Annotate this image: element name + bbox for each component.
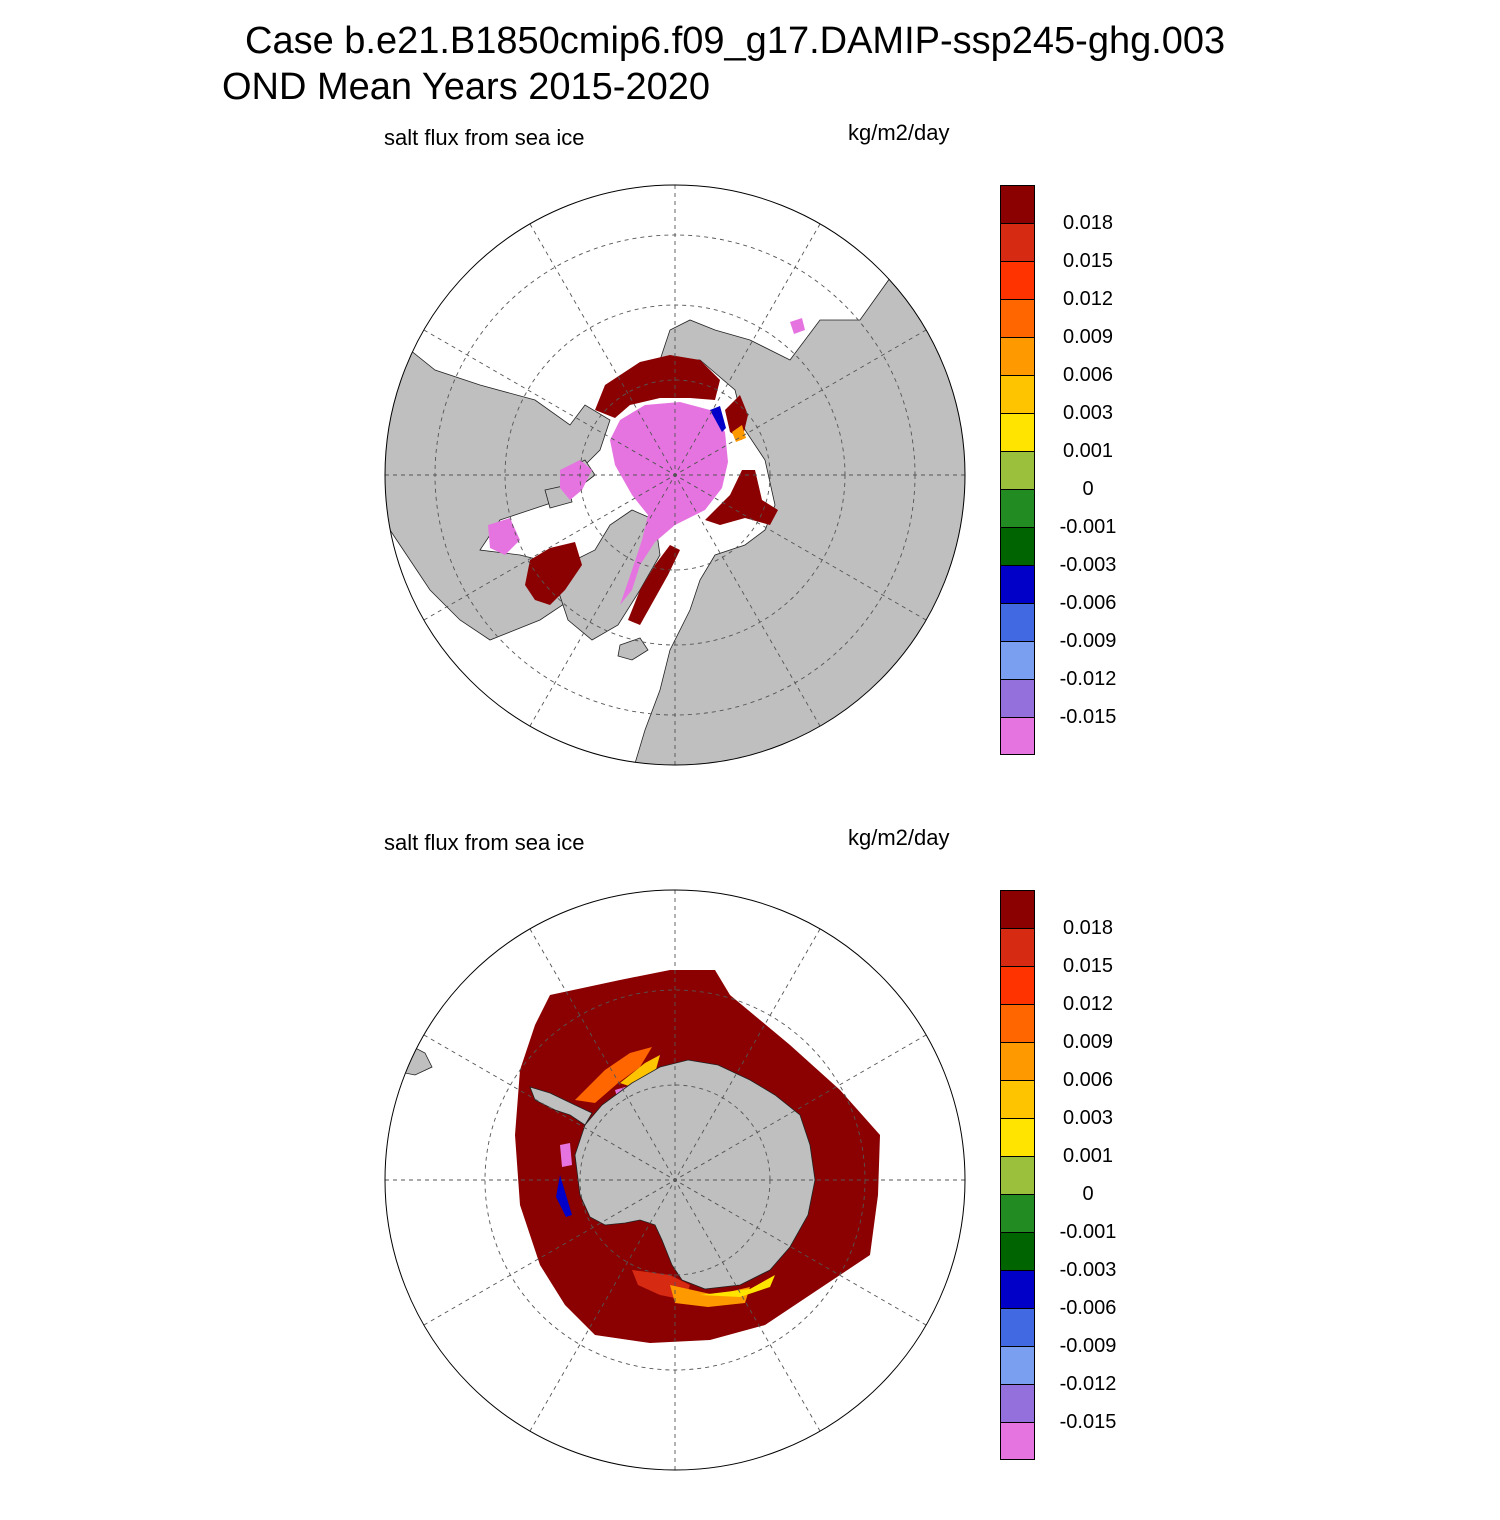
colorbar-tick-label: -0.001 (1059, 1221, 1117, 1243)
colorbar-tick-label: -0.015 (1059, 1411, 1117, 1433)
colorbar-swatch (1000, 717, 1035, 755)
colorbar-south: 0.018 0.015 0.012 0.009 0.006 0.003 0.001 0 -0.0… (1000, 890, 1140, 1462)
colorbar-tick-label: 0.018 (1062, 212, 1114, 234)
colorbar-swatch (1000, 1156, 1035, 1194)
colorbar-swatch (1000, 679, 1035, 717)
ice-ross-neg (560, 1143, 572, 1167)
ice-edge-greenland-sea (628, 545, 680, 625)
ice-coast-yellow-2 (700, 1275, 775, 1297)
land-antarctica (574, 1059, 816, 1290)
north-polar-map (384, 184, 966, 766)
colorbar-tick-label: -0.003 (1059, 554, 1117, 576)
panel-north-units: kg/m2/day (848, 120, 950, 145)
colorbar-tick-label: -0.009 (1059, 1335, 1117, 1357)
colorbar-tick-label: 0.009 (1062, 1031, 1114, 1053)
colorbar-tick-label: 0.003 (1062, 1107, 1114, 1129)
ice-hudson-neg (560, 460, 592, 500)
ice-coast-orange-2 (670, 1285, 750, 1307)
ice-central-arctic (610, 402, 728, 605)
colorbar-swatch (1000, 1346, 1035, 1384)
colorbar-tick-label: -0.012 (1059, 1373, 1117, 1395)
north-graticule (385, 185, 965, 765)
ice-coast-blue (556, 1175, 572, 1217)
colorbar-tick-label: 0.015 (1062, 955, 1114, 977)
colorbar-tick-label: -0.006 (1059, 1297, 1117, 1319)
land-greenland (557, 509, 661, 641)
colorbar-tick-label: -0.012 (1059, 668, 1117, 690)
colorbar-tick-label: -0.006 (1059, 592, 1117, 614)
colorbar-swatch (1000, 1004, 1035, 1042)
colorbar-swatch (1000, 1080, 1035, 1118)
colorbar-swatch (1000, 1270, 1035, 1308)
colorbar-swatch (1000, 413, 1035, 451)
north-sea-ice-field (488, 318, 805, 625)
colorbar-swatch (1000, 641, 1035, 679)
panel-south-units: kg/m2/day (848, 825, 950, 850)
colorbar-north: 0.018 0.015 0.012 0.009 0.006 0.003 0.001 0 -0.0… (1000, 185, 1140, 757)
colorbar-tick-label: -0.001 (1059, 516, 1117, 538)
colorbar-swatch (1000, 1422, 1035, 1460)
land-antarctic-peninsula (529, 1086, 593, 1126)
colorbar-tick-label: 0.001 (1062, 440, 1114, 462)
south-sea-ice-field (385, 970, 880, 1343)
ice-okhotsk (790, 318, 805, 334)
colorbar-tick-label: -0.003 (1059, 1259, 1117, 1281)
colorbar-tick-label: 0.012 (1062, 288, 1114, 310)
colorbar-tick-label: 0.001 (1062, 1145, 1114, 1167)
panel-north-subtitle: salt flux from sea ice (384, 125, 585, 150)
ice-hudson-bay (525, 542, 582, 605)
colorbar-swatch (1000, 337, 1035, 375)
colorbar-swatch (1000, 603, 1035, 641)
north-map-border (384, 184, 966, 766)
colorbar-tick-label: 0.018 (1062, 917, 1114, 939)
title-period: OND Mean Years 2015-2020 (222, 66, 710, 108)
colorbar-swatch (1000, 565, 1035, 603)
ice-edge-pacific (595, 355, 720, 418)
panel-south: salt flux from sea ice kg/m2/day (0, 820, 1500, 1520)
colorbar-tick-label: 0.009 (1062, 326, 1114, 348)
south-polar-map (384, 889, 966, 1471)
colorbar-tick-label: -0.009 (1059, 630, 1117, 652)
colorbar-swatch (1000, 1042, 1035, 1080)
ice-edge-atlantic (705, 470, 778, 525)
colorbar-swatch (1000, 1118, 1035, 1156)
ice-coast-yellow-1 (620, 1055, 660, 1087)
colorbar-swatch (1000, 451, 1035, 489)
ice-hudson-west (488, 518, 520, 555)
colorbar-swatch (1000, 1308, 1035, 1346)
ice-chukchi-gradient (732, 425, 746, 442)
colorbar-tick-label: -0.015 (1059, 706, 1117, 728)
colorbar-swatch (1000, 1232, 1035, 1270)
colorbar-swatch (1000, 966, 1035, 1004)
colorbar-swatch (1000, 299, 1035, 337)
colorbar-swatch (1000, 223, 1035, 261)
colorbar-tick-label: 0.012 (1062, 993, 1114, 1015)
colorbar-swatch (1000, 375, 1035, 413)
ice-edge-blue (710, 406, 726, 432)
colorbar-swatch (1000, 928, 1035, 966)
colorbar-swatch (1000, 185, 1035, 223)
panel-north: salt flux from sea ice kg/m2/day (0, 115, 1500, 815)
colorbar-tick-label: 0.006 (1062, 1069, 1114, 1091)
colorbar-swatch (1000, 489, 1035, 527)
title-case: Case b.e21.B1850cmip6.f09_g17.DAMIP-ssp2… (245, 20, 1226, 62)
colorbar-tick-label: 0.003 (1062, 402, 1114, 424)
colorbar-tick-label: 0.015 (1062, 250, 1114, 272)
colorbar-tick-label: 0.006 (1062, 364, 1114, 386)
panel-south-subtitle: salt flux from sea ice (384, 830, 585, 855)
land-iceland (617, 637, 649, 661)
colorbar-swatch (1000, 261, 1035, 299)
colorbar-swatch (1000, 527, 1035, 565)
ice-coast-orange-1 (575, 1047, 652, 1103)
colorbar-swatch (1000, 890, 1035, 928)
colorbar-tick-label: 0 (1082, 478, 1094, 500)
south-map-border (384, 889, 966, 1471)
colorbar-tick-label: 0 (1082, 1183, 1094, 1205)
colorbar-swatch (1000, 1194, 1035, 1232)
south-graticule (385, 890, 965, 1470)
colorbar-swatch (1000, 1384, 1035, 1422)
figure-title: Case b.e21.B1850cmip6.f09_g17.DAMIP-ssp2… (0, 0, 1500, 120)
